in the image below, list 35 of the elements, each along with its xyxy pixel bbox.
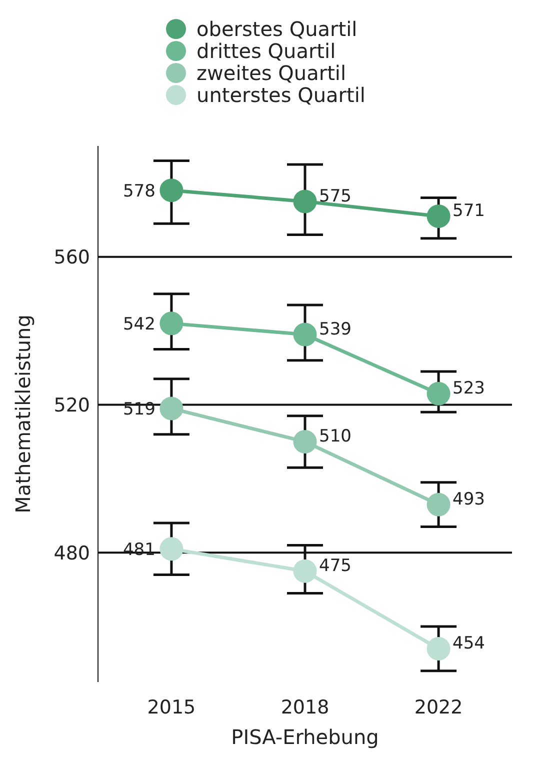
point (160, 178, 184, 202)
point (293, 322, 317, 346)
legend-label: oberstes Quartil (196, 17, 358, 41)
point (160, 396, 184, 420)
point (160, 312, 184, 336)
y-tick-label: 560 (54, 246, 90, 269)
data-label: 539 (319, 320, 352, 340)
data-label: 510 (319, 426, 352, 447)
data-label: 523 (452, 378, 485, 399)
x-tick-label: 2018 (280, 696, 330, 718)
data-label: 454 (452, 634, 485, 654)
data-label: 575 (319, 186, 352, 206)
point (293, 430, 317, 454)
data-label: 542 (123, 314, 156, 334)
data-label: 493 (452, 490, 485, 510)
point (426, 492, 450, 516)
point (293, 190, 317, 214)
point (293, 559, 317, 583)
data-label: 475 (319, 556, 352, 576)
data-label: 519 (123, 399, 156, 420)
x-axis-title: PISA-Erhebung (231, 725, 379, 749)
y-axis-title: Mathematikleistung (11, 314, 36, 514)
x-tick-label: 2022 (414, 696, 463, 718)
y-tick-label: 480 (54, 542, 90, 564)
point (160, 537, 184, 561)
data-label: 571 (452, 201, 485, 222)
point (426, 382, 450, 406)
data-label: 578 (123, 181, 156, 202)
y-tick-label: 520 (54, 394, 90, 417)
point (426, 204, 450, 228)
legend-label: drittes Quartil (196, 39, 336, 63)
legend-label: unterstes Quartil (196, 83, 366, 107)
legend-label: zweites Quartil (196, 61, 346, 85)
x-tick-label: 2015 (147, 696, 196, 718)
point (426, 636, 450, 660)
